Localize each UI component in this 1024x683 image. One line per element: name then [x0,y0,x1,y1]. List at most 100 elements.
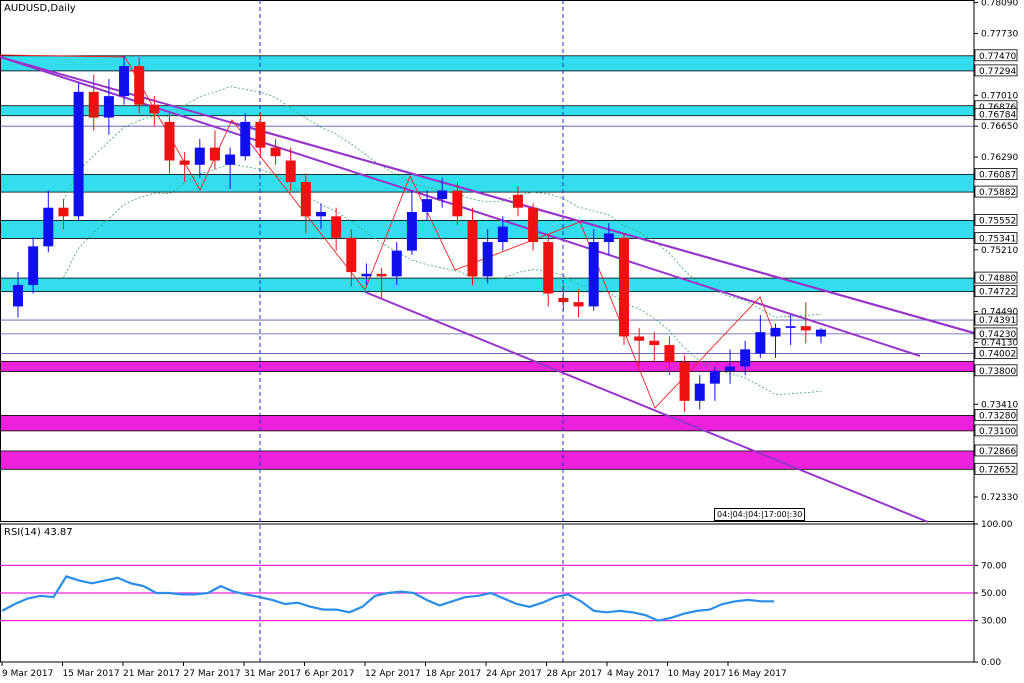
candle-body-35 [543,242,554,294]
upper-envelope [63,86,822,318]
candle-body-22 [346,237,357,273]
candle-body-37 [573,302,584,307]
candle-body-2 [43,207,54,247]
candle-body-48 [740,349,751,367]
price-tag-box-17 [974,462,1018,475]
candle-body-10 [164,121,175,161]
candle-body-43 [664,345,675,363]
zone-resistance-0 [0,55,975,72]
date-label-3: 27 Mar 2017 [184,669,241,679]
candle-body-42 [649,340,660,346]
candles [13,55,826,412]
candle-body-53 [815,329,826,337]
price-tag-box-10 [974,313,1018,326]
candle-body-45 [694,383,705,401]
price-tick-label-3: 0.76650 [981,122,1018,132]
candle-body-51 [785,326,796,328]
chart-grid [0,0,975,662]
rsi-line [1,575,774,622]
rsi-tick-label-0: 100.00 [981,520,1013,530]
candle-body-18 [285,160,296,182]
envelope-bands [63,86,822,396]
candle-body-49 [755,332,766,354]
candle-body-50 [770,327,781,337]
candle-body-40 [619,237,629,337]
candle-body-7 [119,66,130,97]
date-label-1: 15 Mar 2017 [63,669,120,679]
price-tag-4: 0.76087 [979,170,1016,180]
price-tag-box-3 [974,108,1018,121]
price-tag-10: 0.74391 [979,316,1016,326]
price-tag-3: 0.76784 [979,111,1016,121]
rsi-title: RSI(14) 43.87 [4,527,73,538]
candle-body-16 [255,121,266,148]
candle-body-46 [709,370,720,384]
candle-body-8 [134,66,145,105]
candle-body-26 [406,212,417,251]
price-tick-label-8: 0.73410 [981,400,1018,410]
candle-body-21 [331,216,342,238]
price-tag-box-13 [974,364,1018,377]
candle-body-36 [558,297,569,303]
price-tag-2: 0.76876 [979,103,1016,113]
price-tag-box-1 [974,64,1018,77]
price-tick-label-5: 0.75210 [981,246,1018,256]
candle-body-44 [679,362,690,401]
candle-body-38 [588,242,599,307]
candle-body-52 [800,326,811,331]
candle-body-15 [240,121,251,157]
candle-body-12 [194,147,205,165]
date-label-4: 31 Mar 2017 [244,669,301,679]
date-label-11: 10 May 2017 [668,669,727,679]
price-tag-box-16 [974,444,1018,457]
zone-support-5 [0,361,975,372]
candle-body-13 [209,147,220,161]
date-label-12: 16 May 2017 [728,669,787,679]
price-tag-5: 0.75882 [979,188,1016,198]
price-tag-box-4 [974,168,1018,180]
trend-line-3 [229,121,975,334]
price-tick-label-4: 0.76290 [981,153,1018,163]
price-tag-box-14 [974,409,1018,421]
rsi-tick-label-1: 70.00 [981,561,1007,571]
zone-resistance-3 [0,220,975,239]
price-tag-8: 0.74880 [979,274,1016,284]
price-tick-label-9: 0.72330 [981,493,1018,503]
candle-body-30 [467,220,478,277]
date-axis: 9 Mar 2017 15 Mar 2017 21 Mar 2017 27 Mar 2… [0,661,974,679]
trend-line-2 [364,291,929,523]
price-tag-15: 0.73100 [979,427,1016,437]
candle-body-9 [149,104,160,114]
candle-body-27 [422,199,433,213]
candle-body-17 [270,147,281,157]
candle-body-33 [512,194,523,208]
candle-body-0 [13,284,23,307]
candle-body-28 [437,190,448,200]
rsi-panel: 100.00 70.00 50.00 30.00 0.00 [0,520,1013,668]
date-label-5: 6 Apr 2017 [305,669,355,679]
price-tick-label-0: 0.78090 [981,0,1018,9]
price-tag-17: 0.72652 [979,465,1016,475]
candle-body-19 [300,181,311,217]
date-label-9: 28 Apr 2017 [547,669,603,679]
price-tag-7: 0.75341 [979,235,1016,245]
zone-resistance-4 [0,277,975,293]
candle-body-14 [225,154,236,165]
candle-body-25 [391,250,402,277]
candle-body-20 [316,212,326,217]
price-tag-13: 0.73800 [979,367,1016,377]
date-label-8: 24 Apr 2017 [486,669,542,679]
rsi-tick-label-4: 0.00 [981,658,1001,668]
zigzag-line [0,54,775,409]
lower-envelope [63,163,822,396]
price-tag-12: 0.74002 [979,349,1016,359]
candle-body-47 [725,366,736,371]
rsi-tick-label-2: 50.00 [981,589,1007,599]
price-axis: 0.78090 0.77730 0.77010 0.76650 0.76290 0.752… [973,0,1018,662]
rsi-tick-label-3: 30.00 [981,617,1007,627]
price-tag-box-5 [974,185,1018,198]
price-tag-box-8 [974,271,1018,284]
date-label-2: 21 Mar 2017 [123,669,180,679]
price-tag-14: 0.73280 [979,411,1016,421]
